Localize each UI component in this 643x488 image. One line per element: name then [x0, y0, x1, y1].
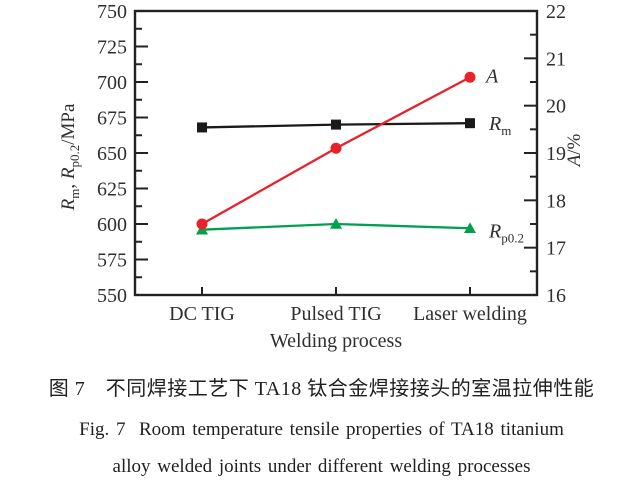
chart-canvas: 550 575 600 625 650 675 700 725 750 16 17 18 19 20 21 2… [58, 1, 585, 352]
y-right-tick-label: 20 [546, 96, 566, 118]
y-left-tick-label: 600 [97, 214, 127, 236]
x-axis-title: Welding process [270, 330, 402, 352]
y-right-tick-label: 22 [546, 1, 566, 23]
data-point-A [196, 218, 208, 230]
caption-english-line2: alloy welded joints under different weld… [112, 456, 531, 477]
data-point-Rp0.2 [464, 222, 476, 234]
data-point-Rp0.2 [330, 218, 342, 229]
y-left-tick-label: 675 [97, 108, 127, 130]
y-right-tick-label: 16 [546, 285, 566, 307]
y-left-tick-label: 750 [97, 1, 127, 23]
y-left-tick-label: 550 [97, 285, 127, 307]
x-category-label: Pulsed TIG [290, 303, 381, 325]
y-left-tick-label: 700 [97, 72, 127, 94]
y-right-tick-label: 17 [546, 238, 566, 260]
data-point-Rm [331, 119, 341, 130]
y-left-tick-label: 625 [97, 179, 127, 201]
data-point-Rm [197, 122, 207, 133]
y-right-tick-label: 18 [546, 190, 566, 212]
caption-chinese: 图 7 不同焊接工艺下 TA18 钛合金焊接接头的室温拉伸性能 [48, 378, 595, 400]
y-left-tick-label: 650 [97, 143, 127, 165]
y-right-tick-label: 19 [546, 143, 566, 165]
y-left-tick-label: 575 [97, 250, 127, 272]
y-right-axis-title: A/% [564, 133, 585, 168]
caption-english-line1: Fig. 7 Room temperature tensile properti… [79, 419, 564, 440]
series-label-Rm: Rm [488, 113, 511, 138]
tensile-properties-line-chart: 550 575 600 625 650 675 700 725 750 16 17 18 19 20 21 2… [58, 1, 585, 352]
data-point-A [464, 71, 476, 83]
x-category-label: DC TIG [169, 303, 235, 325]
x-category-label: Laser welding [413, 303, 527, 325]
series-label-Rp0.2: Rp0.2 [488, 220, 524, 245]
y-left-axis-title: Rm, Rp0.2/MPa [58, 103, 82, 211]
series-label-A: A [484, 65, 499, 87]
data-point-A [330, 142, 342, 154]
y-left-tick-label: 725 [97, 37, 127, 59]
y-right-tick-label: 21 [546, 48, 566, 70]
data-point-Rm [465, 118, 475, 129]
